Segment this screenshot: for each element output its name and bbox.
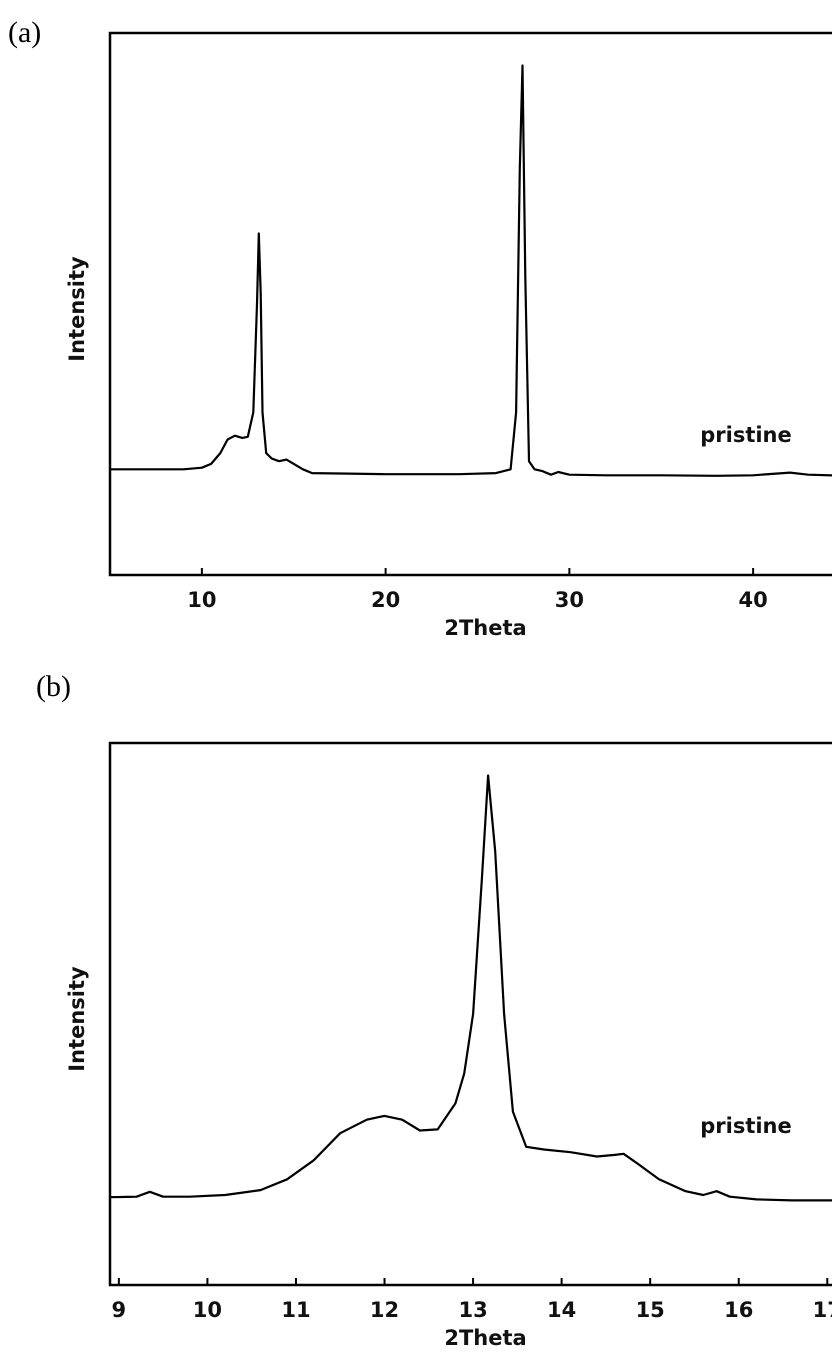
x-tick-label: 11: [281, 1298, 310, 1322]
x-tick-label: 9: [112, 1298, 127, 1322]
chart-a: 10 20 30 40 2Theta Intensity pristine: [65, 31, 832, 640]
series-line: [110, 64, 832, 477]
x-tick-label: 30: [555, 588, 584, 612]
series-line: [109, 774, 832, 1202]
x-tick-label: 12: [370, 1298, 399, 1322]
panel-b-label: (b): [36, 670, 71, 703]
x-axis-title: 2Theta: [444, 1326, 526, 1350]
x-tick-label: 13: [458, 1298, 487, 1322]
series-annotation: pristine: [700, 423, 792, 447]
y-axis-title: Intensity: [65, 256, 89, 362]
x-tick-label: 14: [547, 1298, 576, 1322]
x-tick-label: 17: [813, 1298, 832, 1322]
plot-frame: [108, 741, 832, 1287]
x-tick-label: 10: [187, 588, 216, 612]
x-tick-label: 15: [636, 1298, 665, 1322]
x-tick-label: 10: [193, 1298, 222, 1322]
x-tick-label: 20: [371, 588, 400, 612]
y-axis-title: Intensity: [65, 966, 89, 1072]
x-tick-label: 40: [739, 588, 768, 612]
x-tick-label: 16: [724, 1298, 753, 1322]
x-axis-title: 2Theta: [444, 616, 526, 640]
plot-frame: [108, 31, 832, 577]
chart-b: 9 10 11 12 13 14 15 16 17 2Theta Intensity pristine: [65, 741, 832, 1350]
series-annotation: pristine: [700, 1114, 792, 1138]
panel-a-label: (a): [8, 16, 42, 49]
